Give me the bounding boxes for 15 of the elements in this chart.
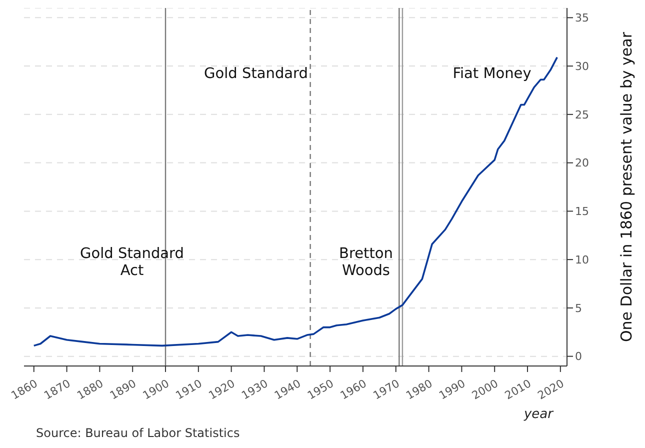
y-tick-label: 15 bbox=[575, 205, 589, 218]
line-series bbox=[32, 56, 558, 347]
x-axis-title: year bbox=[522, 407, 555, 422]
y-tick-label: 20 bbox=[575, 156, 589, 170]
y-tick-label: 0 bbox=[575, 350, 582, 364]
y-axis-title: One Dollar in 1860 present value by year bbox=[617, 31, 636, 342]
annotation: Fiat Money bbox=[452, 66, 532, 84]
annotation: Bretton Woods bbox=[339, 246, 393, 281]
annotation: Gold Standard bbox=[204, 66, 308, 84]
y-tick-label: 5 bbox=[575, 302, 582, 315]
source-note: Source: Bureau of Labor Statistics bbox=[36, 426, 240, 440]
y-tick-label: 25 bbox=[575, 108, 589, 122]
y-tick-label: 35 bbox=[575, 12, 589, 25]
y-tick-label: 10 bbox=[575, 253, 589, 266]
y-tick-label: 30 bbox=[575, 60, 589, 73]
